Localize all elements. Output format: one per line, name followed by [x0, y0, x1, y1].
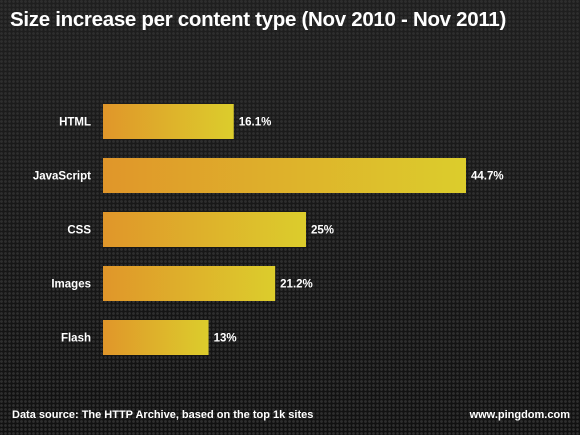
value-label-images: 21.2% [280, 279, 313, 291]
bar-flash [103, 320, 209, 355]
value-label-css: 25% [311, 225, 334, 237]
category-label-html: HTML [59, 117, 91, 129]
bar-html [103, 104, 234, 139]
site-url: www.pingdom.com [469, 409, 570, 421]
data-source-note: Data source: The HTTP Archive, based on … [12, 409, 314, 421]
chart-title: Size increase per content type (Nov 2010… [10, 8, 506, 31]
category-label-images: Images [51, 279, 91, 291]
value-label-javascript: 44.7% [471, 171, 504, 183]
bar-css [103, 212, 307, 247]
bar-images [103, 266, 276, 301]
value-label-flash: 13% [214, 333, 237, 345]
category-label-css: CSS [67, 225, 91, 237]
value-label-html: 16.1% [239, 117, 272, 129]
category-label-javascript: JavaScript [33, 171, 91, 183]
bar-javascript [103, 158, 466, 193]
category-label-flash: Flash [61, 333, 91, 345]
